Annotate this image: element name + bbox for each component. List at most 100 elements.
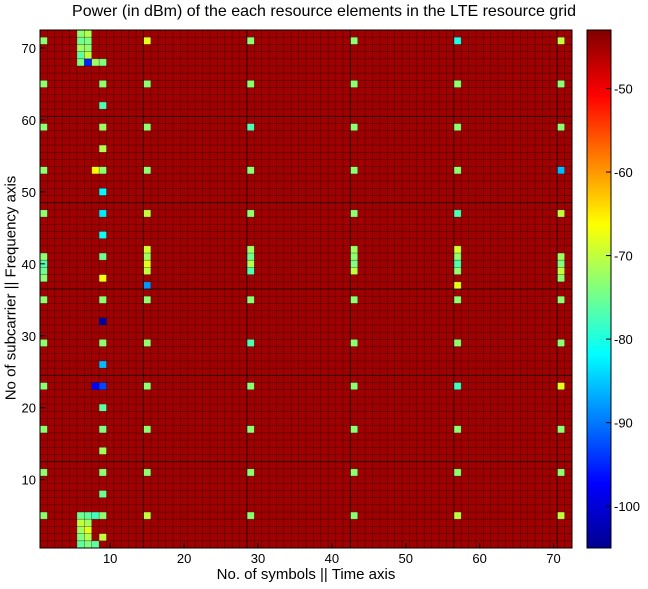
heatmap-cell bbox=[84, 51, 92, 59]
heatmap-cell bbox=[557, 260, 565, 268]
heatmap-cell bbox=[246, 425, 255, 433]
heatmap-cell bbox=[453, 260, 462, 268]
x-tick-label: 40 bbox=[325, 551, 339, 566]
heatmap-cell bbox=[84, 540, 92, 548]
heatmap-cell bbox=[246, 512, 255, 520]
heatmap-cell bbox=[99, 490, 107, 498]
heatmap-cell bbox=[99, 533, 107, 541]
heatmap-cell bbox=[143, 245, 151, 254]
heatmap-cell bbox=[453, 37, 462, 45]
heatmap-cell bbox=[76, 58, 85, 66]
heatmap-cell bbox=[350, 425, 358, 433]
heatmap-cell bbox=[143, 339, 151, 347]
heatmap-cell bbox=[91, 382, 100, 390]
heatmap-cell bbox=[40, 296, 48, 304]
colorbar-tick-label: -80 bbox=[614, 332, 633, 347]
heatmap-cell bbox=[350, 80, 358, 88]
heatmap-cell bbox=[453, 166, 462, 174]
heatmap-cell bbox=[453, 512, 462, 520]
heatmap-cell bbox=[143, 260, 151, 268]
heatmap-cell bbox=[99, 512, 107, 520]
heatmap-cell bbox=[557, 166, 565, 174]
heatmap-cell bbox=[91, 58, 100, 66]
y-tick-label: 70 bbox=[22, 41, 36, 56]
heatmap-cell bbox=[40, 382, 48, 390]
heatmap-cell bbox=[557, 425, 565, 433]
y-tick-label: 20 bbox=[22, 401, 36, 416]
heatmap-cell bbox=[99, 447, 107, 455]
heatmap-cell bbox=[99, 253, 107, 261]
heatmap-cell bbox=[40, 512, 48, 520]
heatmap-cell bbox=[99, 339, 107, 347]
heatmap-cell bbox=[99, 382, 107, 390]
heatmap-cell bbox=[557, 123, 565, 131]
heatmap-cell bbox=[40, 339, 48, 347]
heatmap-cell bbox=[99, 317, 107, 325]
colorbar bbox=[586, 29, 612, 549]
heatmap-cell bbox=[99, 425, 107, 433]
heatmap-cell bbox=[143, 296, 151, 304]
heatmap-cell bbox=[99, 404, 107, 412]
heatmap-cell bbox=[76, 37, 85, 45]
heatmap-cell bbox=[143, 123, 151, 131]
heatmap-cell bbox=[453, 425, 462, 433]
heatmap-cell bbox=[453, 253, 462, 261]
heatmap-cell bbox=[76, 540, 85, 548]
heatmap-cell bbox=[557, 37, 565, 45]
y-tick-label: 40 bbox=[22, 257, 36, 272]
heatmap-cell bbox=[453, 382, 462, 390]
heatmap-cell bbox=[453, 80, 462, 88]
heatmap-cell bbox=[76, 44, 85, 52]
chart-title: Power (in dBm) of the each resource elem… bbox=[72, 3, 576, 20]
heatmap-cell bbox=[84, 58, 92, 66]
colorbar-tick-label: -100 bbox=[614, 499, 640, 514]
heatmap-cell bbox=[99, 145, 107, 153]
heatmap-cell bbox=[350, 296, 358, 304]
heatmap-cell bbox=[99, 468, 107, 477]
heatmap-cell bbox=[350, 468, 358, 477]
heatmap-cell bbox=[246, 166, 255, 174]
heatmap-cell bbox=[91, 166, 100, 174]
heatmap-cell bbox=[246, 123, 255, 131]
heatmap-cell bbox=[143, 253, 151, 261]
colorbar-tick-label: -90 bbox=[614, 416, 633, 431]
heatmap-cell bbox=[350, 382, 358, 390]
x-axis-ticks: 10 20 30 40 50 60 70 bbox=[103, 543, 561, 566]
heatmap-cell bbox=[99, 80, 107, 88]
heatmap-cell bbox=[246, 253, 255, 261]
heatmap-cell bbox=[40, 468, 48, 477]
heatmap-cell bbox=[350, 37, 358, 45]
heatmap-cell bbox=[143, 80, 151, 88]
heatmap-cell bbox=[99, 360, 107, 369]
heatmap-cell bbox=[99, 166, 107, 174]
heatmap-cell bbox=[76, 51, 85, 59]
heatmap-cell bbox=[557, 296, 565, 304]
y-tick-label: 60 bbox=[22, 113, 36, 128]
heatmap-cell bbox=[557, 267, 565, 275]
heatmap-cell bbox=[84, 44, 92, 52]
heatmap-cell bbox=[143, 267, 151, 275]
colorbar-tick-label: -60 bbox=[614, 165, 633, 180]
heatmap-cell bbox=[350, 267, 358, 275]
x-axis-label: No. of symbols || Time axis bbox=[216, 566, 396, 583]
heatmap-cell bbox=[350, 209, 358, 218]
heatmap-cell bbox=[143, 468, 151, 477]
y-axis-label: No of subcarrier || Frequency axis bbox=[2, 175, 20, 401]
heatmap-cell bbox=[40, 253, 48, 261]
heatmap-cell bbox=[143, 512, 151, 520]
heatmap-cell bbox=[350, 123, 358, 131]
heatmap-cell bbox=[40, 209, 48, 218]
heatmap-cell bbox=[557, 80, 565, 88]
x-tick-label: 20 bbox=[177, 551, 191, 566]
heatmap-cell bbox=[40, 80, 48, 88]
x-tick-label: 60 bbox=[472, 551, 486, 566]
heatmap-cell bbox=[84, 533, 92, 541]
heatmap-cell bbox=[557, 253, 565, 261]
heatmap-cell bbox=[99, 296, 107, 304]
heatmap-cell bbox=[76, 519, 85, 527]
heatmap-cell bbox=[453, 281, 462, 289]
x-tick-label: 10 bbox=[103, 551, 117, 566]
heatmap-cell bbox=[76, 526, 85, 534]
heatmap-cell bbox=[143, 209, 151, 218]
